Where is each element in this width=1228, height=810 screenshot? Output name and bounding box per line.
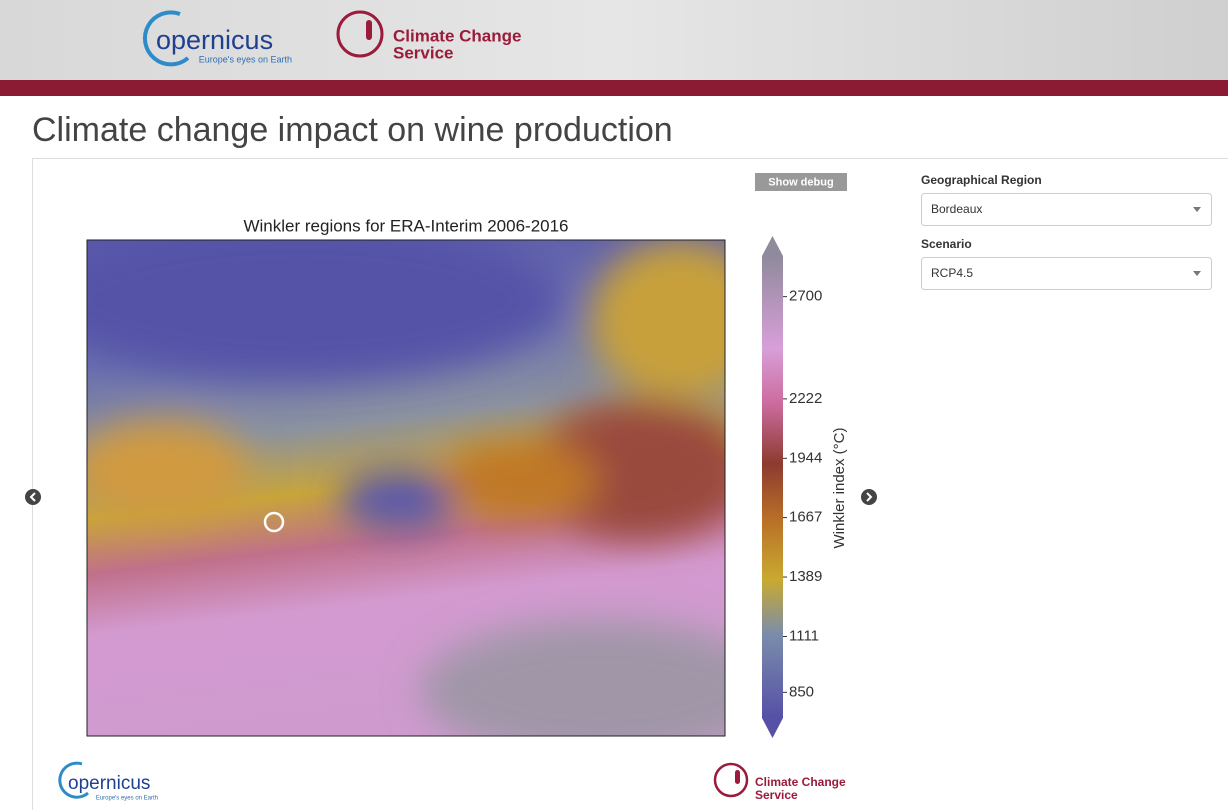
prev-circle [25, 489, 41, 505]
colorbar-tick-label: 1944 [789, 449, 822, 466]
logo-name: opernicus [156, 25, 273, 55]
logo-thermo [735, 770, 740, 784]
cold-zone [87, 240, 560, 380]
region-value: Bordeaux [931, 202, 982, 216]
colorbar-tick-label: 1667 [789, 509, 822, 526]
next-circle [861, 489, 877, 505]
scenario-select[interactable] [921, 257, 1212, 290]
panel [32, 158, 1228, 810]
map [87, 240, 725, 736]
logo-line1: Climate Change [755, 775, 846, 789]
colorbar-scale [762, 256, 783, 718]
scenario-value: RCP4.5 [931, 266, 973, 280]
prev-chevron [29, 492, 36, 502]
map-title: Winkler regions for ERA-Interim 2006-201… [243, 216, 568, 235]
show-debug-button[interactable] [755, 173, 847, 191]
next-button[interactable] [861, 489, 877, 505]
colorbar-ext-bottom [762, 718, 783, 738]
logo-icon [336, 10, 384, 58]
balkan-zone [440, 440, 600, 520]
colorbar: 850 1111 1389 1667 1944 2222 2700 [762, 236, 822, 738]
page-title: Climate change impact on wine production [32, 111, 673, 149]
colorbar-ext-top [762, 236, 783, 256]
alps-zone [340, 470, 460, 530]
logo-arc [142, 10, 190, 67]
colorbar-label: Winkler index (°C) [831, 427, 848, 548]
next-chevron [866, 492, 873, 502]
region-select[interactable] [921, 193, 1212, 226]
colorbar-tick-label: 1111 [789, 627, 819, 644]
scenario-label: Scenario [921, 237, 972, 251]
warm-zone [590, 240, 725, 400]
logo-tagline: Europe's eyes on Earth [199, 54, 292, 64]
colorbar-tick-label: 850 [789, 683, 814, 700]
sea-zone [420, 620, 725, 736]
logo-line2: Service [755, 788, 798, 802]
show-debug-label: Show debug [768, 176, 833, 188]
footer-copernicus-logo[interactable]: opernicus Europe's eyes on Earth [58, 761, 158, 802]
prev-button[interactable] [25, 489, 41, 505]
header-bg [0, 0, 1228, 80]
west-zone [87, 420, 250, 520]
logo-tagline: Europe's eyes on Earth [96, 796, 158, 802]
dropdown-arrow [1193, 207, 1201, 212]
location-marker[interactable] [263, 511, 285, 533]
logo-line1: Climate Change [393, 26, 521, 45]
colorbar-tick-label: 2222 [789, 390, 822, 407]
footer-c3s-logo[interactable]: Climate Change Service [713, 762, 846, 802]
logo-thermo [366, 20, 372, 40]
logo-arc [58, 761, 89, 799]
colorbar-tick-label: 2700 [789, 288, 822, 305]
logo-line2: Service [393, 43, 454, 62]
map-frame [86, 239, 726, 737]
header-bar [0, 80, 1228, 96]
region-label: Geographical Region [921, 173, 1042, 187]
logo-icon [713, 762, 749, 798]
c3s-logo[interactable]: Climate Change Service [336, 10, 521, 62]
colorbar-tick-label: 1389 [789, 568, 822, 585]
logo-name: opernicus [68, 773, 150, 794]
copernicus-logo[interactable]: opernicus Europe's eyes on Earth [142, 10, 292, 67]
dropdown-arrow [1193, 271, 1201, 276]
